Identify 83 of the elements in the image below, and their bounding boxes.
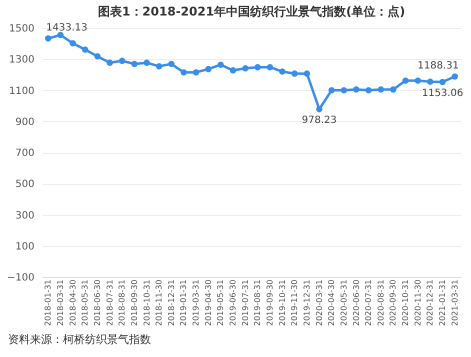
x-tick-label: 2020-07-31 bbox=[364, 280, 374, 326]
point bbox=[242, 65, 248, 72]
point bbox=[378, 86, 384, 93]
data-label: 1188.31 bbox=[417, 60, 459, 72]
point bbox=[365, 87, 372, 94]
x-tick-label: 2021-01-31 bbox=[438, 280, 448, 326]
x-tick-label: 2020-03-31 bbox=[314, 280, 324, 326]
point bbox=[82, 46, 88, 53]
y-tick-label: 1500 bbox=[9, 24, 34, 34]
point bbox=[340, 87, 348, 94]
x-tick-label: 2019-12-31 bbox=[302, 280, 312, 326]
x-tick-label: 2020-11-30 bbox=[413, 280, 422, 326]
point bbox=[230, 67, 236, 74]
x-tick-label: 2018-06-30 bbox=[92, 280, 102, 326]
x-tick-label: 2018-12-31 bbox=[166, 280, 176, 326]
point bbox=[427, 78, 434, 85]
x-tick-label: 2018-11-30 bbox=[154, 280, 164, 326]
y-tick-label: 100 bbox=[15, 241, 34, 252]
point bbox=[218, 62, 224, 68]
x-tick-label: 2021-03-31 bbox=[450, 280, 460, 326]
y-tick-label: 700 bbox=[15, 148, 34, 159]
x-tick-label: 2018-05-31 bbox=[80, 280, 90, 326]
point bbox=[118, 58, 126, 64]
x-tick-label: 2019-04-30 bbox=[204, 280, 213, 326]
x-tick-label: 2020-08-31 bbox=[376, 280, 386, 326]
x-tick-label: 2018-04-30 bbox=[68, 280, 78, 326]
y-tick-label: 1300 bbox=[9, 54, 34, 66]
y-tick-label: −100 bbox=[7, 272, 34, 284]
x-tick-label: 2018-09-30 bbox=[130, 280, 139, 326]
point bbox=[353, 86, 360, 93]
point bbox=[390, 86, 396, 93]
point bbox=[156, 63, 162, 70]
x-tick-label: 2019-01-31 bbox=[179, 280, 188, 326]
x-tick-label: 2018-03-31 bbox=[56, 280, 65, 326]
text: 资料来源：柯桥纺织景气指数 bbox=[7, 332, 152, 348]
x-tick-label: 2018-08-31 bbox=[118, 280, 127, 326]
x-tick-label: 2019-05-31 bbox=[216, 280, 226, 326]
point bbox=[452, 73, 458, 80]
point bbox=[94, 53, 101, 60]
x-tick-label: 2019-11-30 bbox=[290, 280, 300, 326]
point bbox=[180, 69, 187, 76]
x-tick-label: 2019-08-31 bbox=[253, 280, 262, 326]
point bbox=[439, 78, 446, 86]
point bbox=[205, 66, 212, 72]
y-tick-label: 900 bbox=[15, 116, 34, 128]
point bbox=[304, 70, 310, 77]
point bbox=[45, 35, 52, 42]
point bbox=[316, 106, 322, 112]
x-tick-label: 2019-06-30 bbox=[228, 280, 238, 326]
x-tick-label: 2018-10-31 bbox=[142, 280, 152, 326]
x-tick-label: 2020-05-31 bbox=[339, 280, 348, 326]
point bbox=[402, 77, 409, 84]
y-tick-label: 1100 bbox=[9, 86, 34, 97]
point bbox=[106, 60, 113, 66]
x-tick-label: 2019-07-31 bbox=[240, 280, 250, 326]
point bbox=[57, 32, 64, 38]
point bbox=[192, 69, 200, 76]
data-label: 1433.13 bbox=[46, 22, 88, 34]
point bbox=[328, 87, 335, 94]
point bbox=[144, 60, 150, 66]
x-tick-label: 2020-06-30 bbox=[352, 280, 361, 326]
x-tick-label: 2018-01-31 bbox=[44, 280, 53, 326]
point bbox=[291, 70, 298, 77]
chart-title: 图表1：2018-2021年中国纺织行业景气指数(单位：点) bbox=[98, 4, 406, 18]
x-tick-label: 2019-03-31 bbox=[192, 280, 201, 326]
point bbox=[414, 77, 422, 84]
data-label: 978.23 bbox=[302, 115, 337, 126]
point bbox=[131, 60, 138, 68]
point bbox=[168, 60, 175, 68]
y-tick-label: 500 bbox=[15, 179, 34, 190]
point bbox=[70, 40, 76, 46]
x-tick-label: 2020-09-30 bbox=[388, 280, 398, 326]
point bbox=[279, 68, 286, 75]
x-tick-label: 2020-04-30 bbox=[327, 280, 336, 326]
x-tick-label: 2020-12-31 bbox=[426, 280, 435, 326]
x-tick-label: 2018-07-31 bbox=[105, 280, 114, 326]
x-tick-label: 2019-09-30 bbox=[265, 280, 274, 326]
point bbox=[254, 64, 261, 70]
data-label: 1153.06 bbox=[422, 88, 464, 99]
point bbox=[266, 64, 274, 70]
x-tick-label: 2020-10-31 bbox=[401, 280, 410, 326]
x-tick-label: 2019-10-31 bbox=[278, 280, 287, 326]
y-tick-label: 300 bbox=[15, 210, 34, 222]
